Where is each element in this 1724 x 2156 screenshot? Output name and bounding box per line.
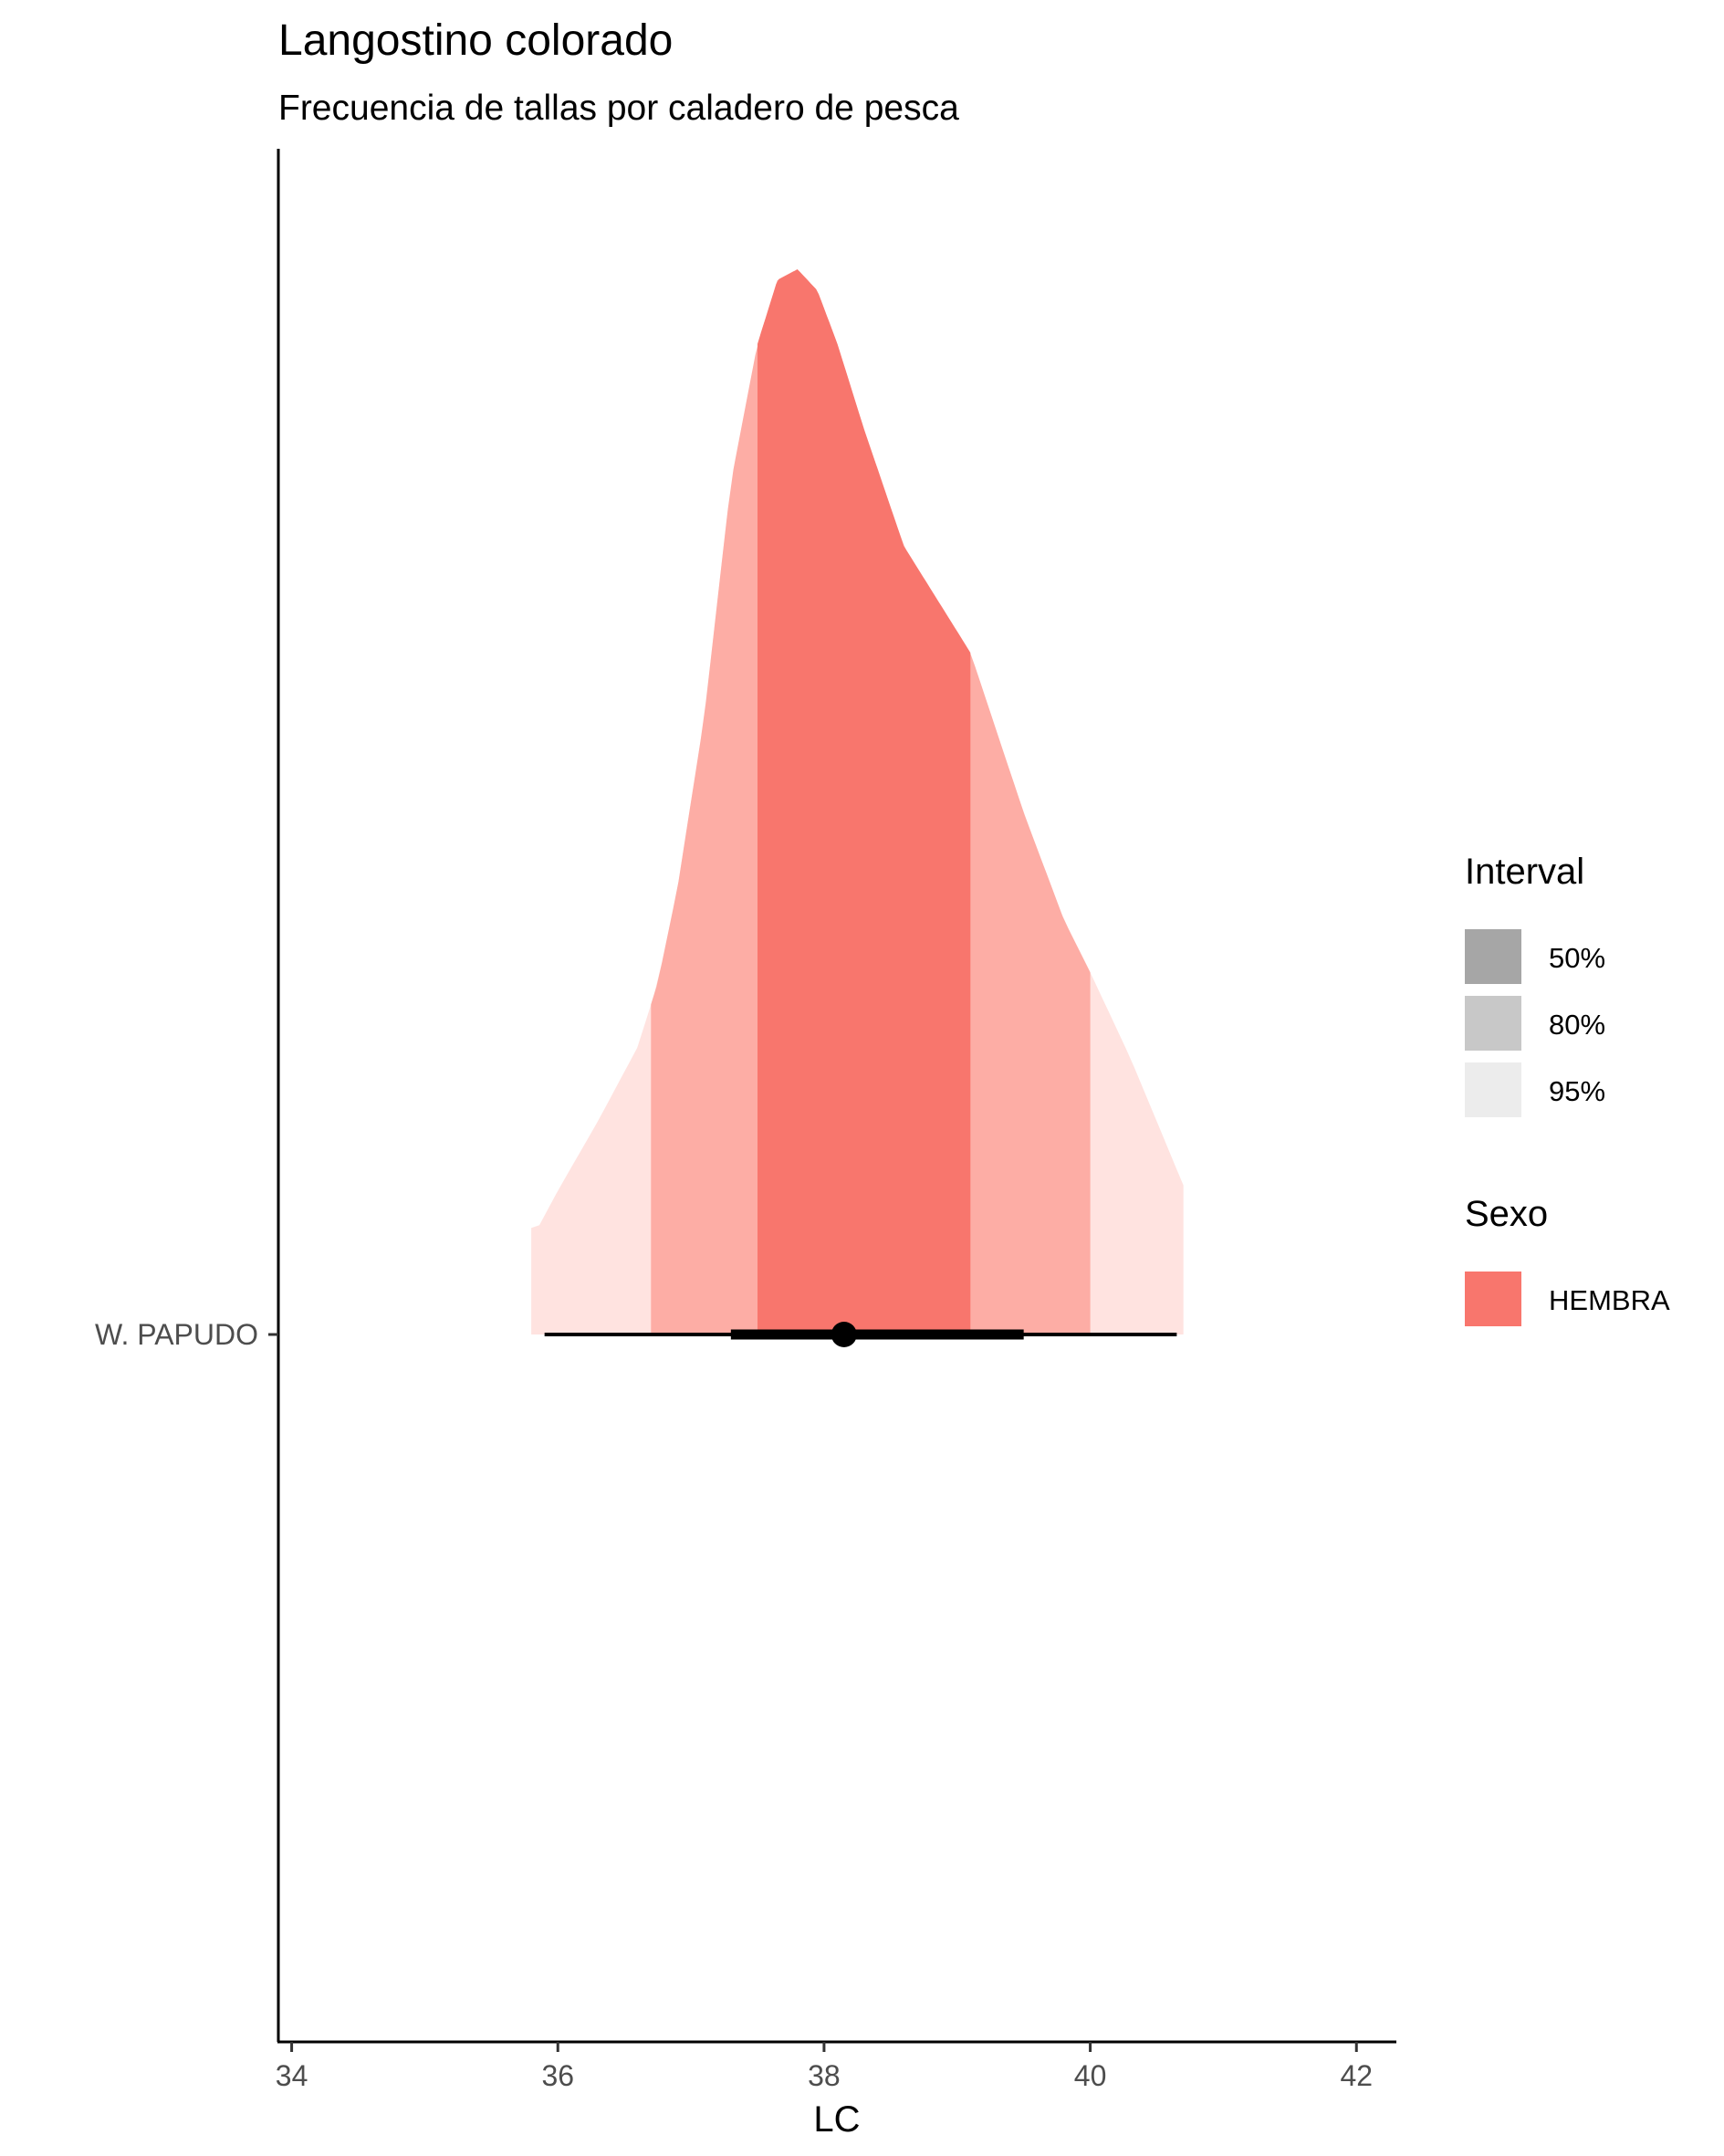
legend-label: HEMBRA — [1549, 1284, 1670, 1316]
chart-title: Langostino colorado — [278, 16, 673, 65]
y-axis-ticks: W. PAPUDO — [95, 1318, 278, 1351]
legend-key — [1465, 1272, 1521, 1326]
chart-subtitle: Frecuencia de tallas por caladero de pes… — [278, 89, 959, 128]
plot-area — [531, 269, 1184, 1347]
legend-key — [1465, 996, 1521, 1051]
density-band-50 — [758, 269, 971, 1334]
legend: Interval 50% 80% 95% Sexo HEMBRA — [1465, 852, 1670, 1326]
y-tick-label: W. PAPUDO — [95, 1318, 258, 1351]
legend-label: 50% — [1549, 942, 1605, 974]
x-axis-title: LC — [813, 2099, 860, 2140]
legend-title: Sexo — [1465, 1194, 1548, 1234]
x-axis-ticks: 34 36 38 40 42 — [276, 2042, 1373, 2092]
x-tick-label: 40 — [1074, 2059, 1107, 2092]
legend-label: 95% — [1549, 1075, 1605, 1107]
legend-key — [1465, 1062, 1521, 1117]
x-tick-label: 34 — [276, 2059, 308, 2092]
legend-key — [1465, 929, 1521, 984]
x-tick-label: 38 — [808, 2059, 841, 2092]
median-point — [831, 1322, 857, 1347]
legend-label: 80% — [1549, 1009, 1605, 1041]
legend-title: Interval — [1465, 852, 1584, 892]
x-tick-label: 42 — [1340, 2059, 1373, 2092]
x-tick-label: 36 — [541, 2059, 574, 2092]
